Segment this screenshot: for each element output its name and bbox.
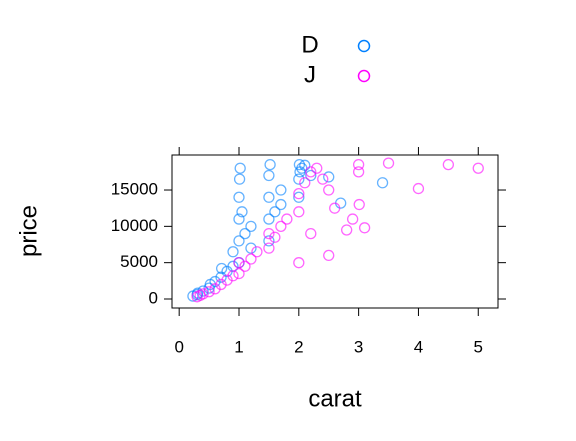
x-tick-label: 1 [234, 337, 243, 356]
point [269, 206, 281, 218]
point [353, 198, 365, 211]
y-tick-label: 5000 [120, 252, 158, 271]
legend-symbol [357, 39, 371, 53]
point [263, 191, 275, 203]
point [382, 157, 395, 169]
point [317, 173, 329, 185]
point [227, 246, 239, 258]
point [352, 158, 365, 171]
point [197, 288, 209, 300]
x-tick-label: 5 [474, 337, 483, 356]
point [239, 260, 251, 272]
point [239, 227, 251, 240]
y-tick-label: 10000 [111, 216, 158, 235]
point [412, 182, 425, 195]
point [346, 213, 359, 225]
point [263, 213, 275, 225]
point [263, 242, 275, 254]
point [269, 231, 281, 243]
point [442, 158, 455, 171]
point [233, 213, 245, 225]
point [192, 287, 204, 299]
point [251, 246, 263, 258]
point [293, 191, 305, 203]
point [263, 169, 275, 182]
x-tick-label: 4 [414, 337, 423, 356]
point [293, 187, 305, 200]
point [335, 197, 347, 209]
point [472, 162, 484, 174]
point [329, 202, 341, 214]
point [293, 206, 305, 218]
point [233, 191, 245, 203]
point [376, 177, 389, 189]
point [275, 184, 287, 196]
point [234, 162, 246, 174]
point [264, 158, 276, 171]
point [305, 166, 317, 178]
point [299, 177, 311, 189]
point [323, 184, 335, 196]
legend-label: D [301, 31, 318, 58]
point [215, 262, 228, 275]
x-tick-label: 2 [294, 337, 303, 356]
point [227, 270, 239, 282]
point [233, 235, 245, 247]
point [305, 169, 317, 182]
point [233, 267, 245, 280]
x-axis-label: carat [308, 385, 362, 412]
point [245, 220, 257, 232]
point [352, 166, 365, 178]
point [299, 159, 311, 171]
point [305, 227, 317, 240]
point [236, 206, 248, 218]
x-tick-label: 3 [354, 337, 363, 356]
point [233, 173, 246, 185]
point [293, 257, 305, 269]
plot-frame [171, 154, 499, 309]
point [341, 224, 353, 236]
point [263, 235, 275, 247]
point [245, 242, 257, 254]
y-tick-label: 0 [149, 288, 158, 307]
point [233, 257, 245, 269]
point [323, 249, 335, 262]
point [263, 227, 275, 240]
point [323, 171, 335, 183]
point [281, 213, 293, 225]
point [293, 173, 305, 185]
legend-label: J [304, 61, 316, 88]
legend-symbol [357, 69, 371, 83]
y-tick-label: 15000 [111, 180, 158, 199]
point [311, 162, 323, 174]
y-axis-label: price [15, 205, 42, 257]
point [275, 220, 287, 232]
point [275, 198, 287, 211]
point [203, 286, 215, 298]
point [215, 271, 227, 283]
point [245, 253, 257, 265]
point [358, 222, 371, 234]
x-tick-label: 0 [174, 337, 183, 356]
